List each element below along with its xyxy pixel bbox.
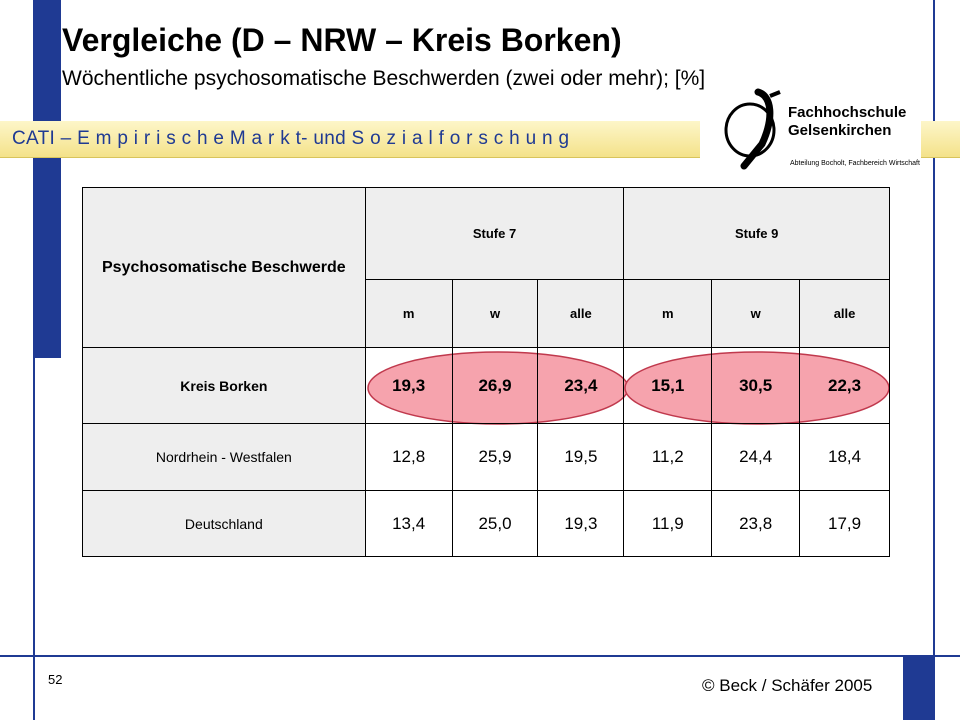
- group-header-stufe7: Stufe 7: [364, 187, 625, 280]
- table-cell: 12,8: [364, 423, 453, 491]
- page-number: 52: [48, 672, 63, 687]
- subcol-header: alle: [537, 279, 625, 348]
- accent-block-bottom-right: [903, 655, 935, 720]
- table-row: Kreis Borken 19,3 26,9 23,4 15,1 30,5 22…: [82, 347, 890, 424]
- band-text: CATI – E m p i r i s c h e M a r k t- un…: [12, 128, 570, 149]
- subcol-header: m: [623, 279, 713, 348]
- frame-line-left: [33, 0, 35, 720]
- header-band-right: [921, 121, 960, 158]
- page-title: Vergleiche (D – NRW – Kreis Borken): [62, 22, 622, 58]
- header-band: [0, 121, 700, 158]
- accent-block-top-left: [33, 0, 61, 358]
- group-header-stufe9: Stufe 9: [623, 187, 890, 280]
- table-cell: 13,4: [364, 490, 453, 557]
- table-cell: 11,9: [623, 490, 713, 557]
- table-cell: 25,9: [451, 423, 539, 491]
- table-cell: 30,5: [711, 347, 801, 424]
- page-subtitle: Wöchentliche psychosomatische Beschwerde…: [62, 67, 706, 90]
- row-label: Nordrhein - Westfalen: [82, 423, 366, 491]
- frame-line-right: [933, 0, 935, 720]
- table-cell: 19,3: [364, 347, 453, 424]
- copyright-text: © Beck / Schäfer 2005: [702, 676, 873, 695]
- subcol-header: w: [451, 279, 539, 348]
- logo-line-2: Gelsenkirchen: [788, 122, 892, 139]
- table-cell: 19,5: [537, 423, 625, 491]
- table-row: Deutschland 13,4 25,0 19,3 11,9 23,8 17,…: [82, 490, 890, 557]
- table-cell: 18,4: [799, 423, 890, 491]
- table-cell: 23,4: [537, 347, 625, 424]
- subcol-header: alle: [799, 279, 890, 348]
- corner-label: Psychosomatische Beschwerde: [102, 258, 346, 276]
- table-cell: 23,8: [711, 490, 801, 557]
- table-cell: 24,4: [711, 423, 801, 491]
- table-cell: 11,2: [623, 423, 713, 491]
- table-cell: 17,9: [799, 490, 890, 557]
- comparison-table: Psychosomatische Beschwerde Stufe 7 Stuf…: [82, 187, 890, 557]
- table-cell: 19,3: [537, 490, 625, 557]
- row-label: Deutschland: [82, 490, 366, 557]
- table-cell: 25,0: [451, 490, 539, 557]
- frame-line-bottom: [0, 655, 960, 657]
- logo-line-3: Abteilung Bocholt, Fachbereich Wirtschaf…: [790, 160, 920, 167]
- table-cell: 22,3: [799, 347, 890, 424]
- subcol-header: w: [711, 279, 801, 348]
- table-cell: 26,9: [451, 347, 539, 424]
- table-cell: 15,1: [623, 347, 713, 424]
- subcol-header: m: [364, 279, 453, 348]
- university-logo-icon: [724, 88, 781, 170]
- logo-line-1: Fachhochschule: [788, 104, 907, 121]
- table-corner-header: Psychosomatische Beschwerde: [82, 187, 366, 348]
- row-label: Kreis Borken: [82, 347, 366, 424]
- table-row: Nordrhein - Westfalen 12,8 25,9 19,5 11,…: [82, 423, 890, 491]
